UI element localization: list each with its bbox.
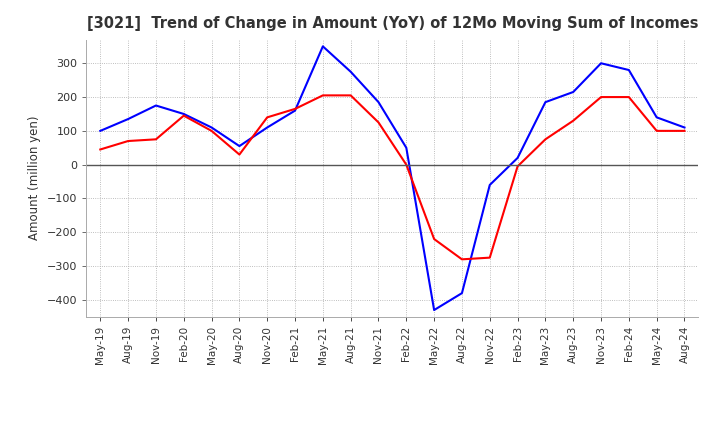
Ordinary Income bbox=[346, 69, 355, 74]
Ordinary Income bbox=[374, 99, 383, 105]
Net Income bbox=[152, 137, 161, 142]
Ordinary Income bbox=[235, 143, 243, 149]
Ordinary Income bbox=[624, 67, 633, 73]
Net Income bbox=[569, 118, 577, 123]
Net Income bbox=[597, 95, 606, 100]
Ordinary Income bbox=[680, 125, 689, 130]
Ordinary Income bbox=[430, 308, 438, 313]
Ordinary Income bbox=[124, 117, 132, 122]
Ordinary Income bbox=[513, 155, 522, 161]
Net Income bbox=[346, 93, 355, 98]
Net Income bbox=[235, 152, 243, 157]
Net Income bbox=[624, 95, 633, 100]
Ordinary Income bbox=[263, 125, 271, 130]
Ordinary Income bbox=[652, 115, 661, 120]
Title: [3021]  Trend of Change in Amount (YoY) of 12Mo Moving Sum of Incomes: [3021] Trend of Change in Amount (YoY) o… bbox=[86, 16, 698, 32]
Net Income bbox=[513, 164, 522, 169]
Net Income bbox=[402, 162, 410, 167]
Y-axis label: Amount (million yen): Amount (million yen) bbox=[28, 116, 41, 240]
Ordinary Income bbox=[96, 128, 104, 133]
Net Income bbox=[124, 138, 132, 143]
Net Income bbox=[263, 115, 271, 120]
Line: Ordinary Income: Ordinary Income bbox=[100, 46, 685, 310]
Ordinary Income bbox=[541, 99, 550, 105]
Net Income bbox=[652, 128, 661, 133]
Net Income bbox=[485, 255, 494, 260]
Ordinary Income bbox=[179, 111, 188, 117]
Net Income bbox=[541, 137, 550, 142]
Net Income bbox=[291, 106, 300, 111]
Net Income bbox=[96, 147, 104, 152]
Net Income bbox=[318, 93, 327, 98]
Ordinary Income bbox=[485, 182, 494, 187]
Line: Net Income: Net Income bbox=[100, 95, 685, 259]
Ordinary Income bbox=[402, 145, 410, 150]
Net Income bbox=[680, 128, 689, 133]
Ordinary Income bbox=[569, 89, 577, 95]
Ordinary Income bbox=[318, 44, 327, 49]
Net Income bbox=[179, 113, 188, 118]
Ordinary Income bbox=[207, 125, 216, 130]
Ordinary Income bbox=[152, 103, 161, 108]
Ordinary Income bbox=[458, 290, 467, 296]
Ordinary Income bbox=[291, 108, 300, 113]
Net Income bbox=[374, 120, 383, 125]
Net Income bbox=[207, 128, 216, 133]
Net Income bbox=[458, 257, 467, 262]
Net Income bbox=[430, 236, 438, 242]
Ordinary Income bbox=[597, 61, 606, 66]
